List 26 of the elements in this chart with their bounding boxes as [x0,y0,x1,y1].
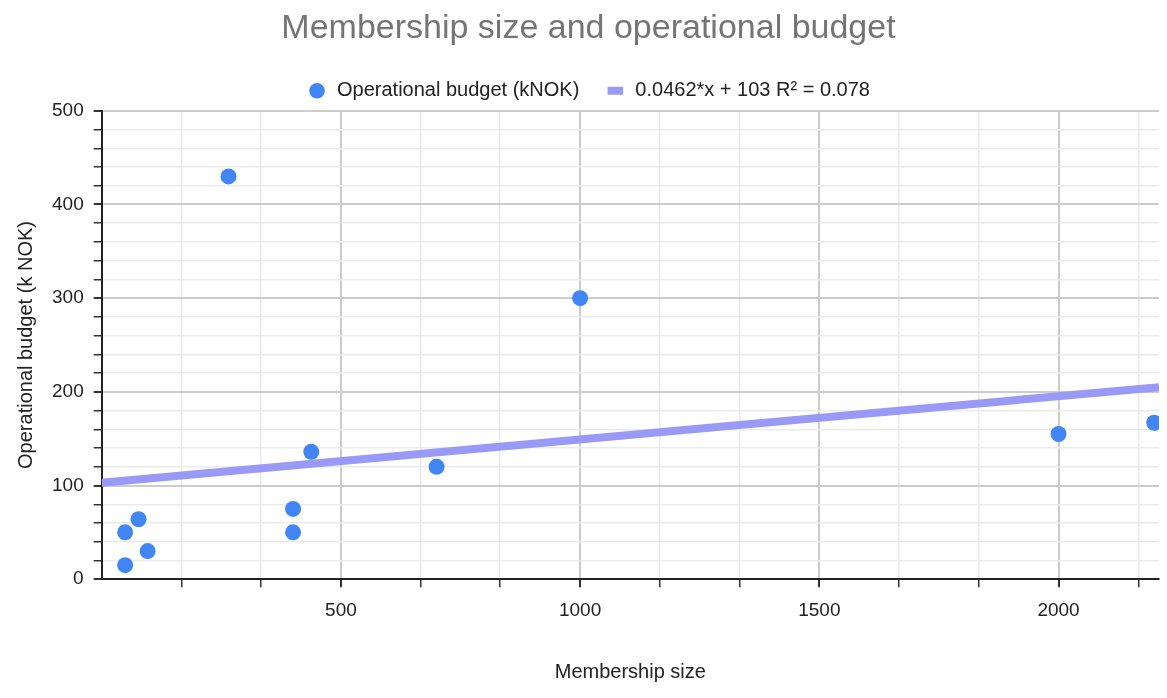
y-tick-label: 100 [52,473,84,495]
x-tick-label: 500 [325,598,357,620]
point [285,524,302,541]
x-tick-label: 1500 [798,598,841,620]
y-tick-label: 500 [52,99,84,121]
y-tick-label: 400 [52,192,84,214]
point [285,500,302,517]
y-tick-label: 200 [52,380,84,402]
point [1050,426,1067,442]
point [220,168,237,185]
point [139,543,156,560]
legend-label: Operational budget (kNOK) [337,78,580,101]
x-tick-label: 2000 [1037,598,1080,620]
y-axis-title: Operational budget (k NOK) [13,221,36,469]
y-tick-label: 0 [73,567,84,589]
x-tick-label: 1000 [558,598,602,620]
legend-label: 0.0462*x + 103 R² = 0.078 [635,78,870,101]
point [117,524,134,541]
point [428,458,445,475]
point [303,443,320,460]
point [130,511,147,528]
point [572,290,589,307]
point [117,557,134,574]
chart-title: Membership size and operational budget [281,6,897,45]
x-axis-title: Membership size [554,659,706,682]
y-tick-label: 300 [52,286,84,308]
